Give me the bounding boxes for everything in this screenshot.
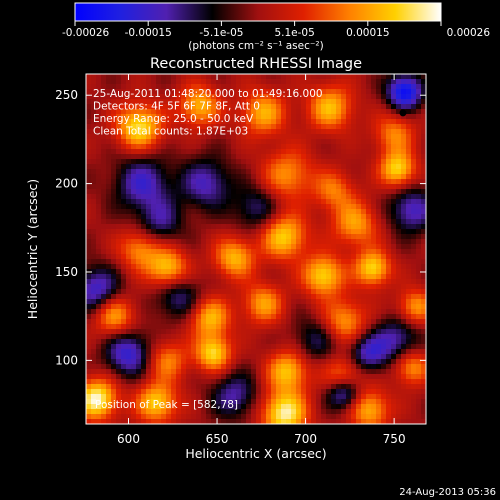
x-axis-ticks: 600 650 700 750 — [117, 74, 406, 446]
colorbar-tick-label: 0.00015 — [346, 27, 389, 39]
y-axis-ticks: 100 150 200 250 — [55, 88, 426, 367]
annotations: 25-Aug-2011 01:48:20.000 to 01:49:16.000… — [93, 88, 323, 138]
colorbar-tick-label: 0.00026 — [447, 27, 491, 39]
y-tick-label: 150 — [55, 265, 78, 279]
colorbar-ticks: -0.00026 -0.00015 -5.1e-05 5.1e-05 0.00015 0.… — [62, 21, 490, 39]
max-marker-dot — [399, 109, 407, 117]
colorbar-fill — [75, 3, 441, 21]
colorbar: -0.00026 -0.00015 -5.1e-05 5.1e-05 0.00015 0.… — [62, 2, 490, 52]
y-tick-label: 200 — [55, 177, 78, 191]
y-axis-label: Heliocentric Y (arcsec) — [25, 179, 40, 319]
colorbar-tick-label: -0.00015 — [125, 27, 172, 39]
x-tick-label: 750 — [383, 432, 406, 446]
x-axis-label: Heliocentric X (arcsec) — [185, 446, 326, 461]
max-marker — [399, 109, 407, 117]
colorbar-tick-label: -0.00026 — [62, 27, 110, 39]
peak-position-label: Position of Peak = [582,78] — [95, 399, 238, 411]
heatmap-image — [86, 74, 426, 424]
x-tick-label: 650 — [206, 432, 229, 446]
colorbar-tick-label: 5.1e-05 — [274, 27, 314, 39]
colorbar-tick-label: -5.1e-05 — [199, 27, 243, 39]
annotation-line: Energy Range: 25.0 - 50.0 keV — [93, 113, 254, 125]
y-tick-label: 250 — [55, 88, 78, 102]
timestamp: 24-Aug-2013 05:36 — [399, 487, 496, 498]
x-tick-label: 600 — [117, 432, 140, 446]
annotation-line: Detectors: 4F 5F 6F 7F 8F, Att 0 — [93, 101, 260, 113]
colorbar-unit-label: (photons cm⁻² s⁻¹ asec⁻²) — [188, 40, 323, 52]
x-tick-label: 700 — [294, 432, 317, 446]
annotation-line: 25-Aug-2011 01:48:20.000 to 01:49:16.000 — [93, 88, 323, 100]
chart-title: Reconstructed RHESSI Image — [150, 56, 362, 72]
colorbar-frame — [74, 2, 442, 22]
annotation-line: Clean Total counts: 1.87E+03 — [93, 126, 248, 138]
image-area: 25-Aug-2011 01:48:20.000 to 01:49:16.000… — [55, 73, 427, 446]
y-tick-label: 100 — [55, 353, 78, 367]
plot-frame — [85, 73, 427, 425]
